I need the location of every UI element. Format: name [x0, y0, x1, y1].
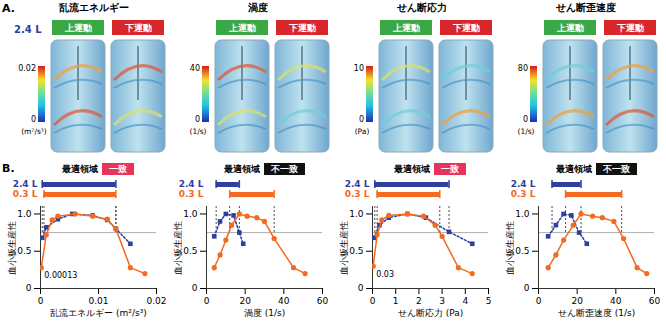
svg-text:60: 60 [649, 296, 661, 306]
svg-text:0: 0 [524, 283, 530, 293]
svg-text:(1/s): (1/s) [517, 127, 534, 136]
svg-text:2.4 L: 2.4 L [14, 24, 42, 35]
svg-text:0.3 L: 0.3 L [511, 189, 536, 199]
svg-text:3: 3 [439, 296, 445, 306]
svg-text:下運動: 下運動 [288, 23, 316, 33]
svg-text:血小板生産性: 血小板生産性 [339, 221, 349, 275]
svg-text:0.5: 0.5 [349, 246, 363, 256]
svg-text:5: 5 [486, 296, 492, 306]
html-text:B.: B. [2, 162, 15, 175]
svg-text:2.4 L: 2.4 L [179, 179, 204, 189]
html-text:最適領域: 最適領域 [62, 163, 98, 174]
svg-text:A.: A. [2, 2, 15, 15]
svg-text:乱流エネルギー: 乱流エネルギー [58, 2, 129, 13]
svg-text:上運動: 上運動 [64, 23, 92, 33]
svg-text:上運動: 上運動 [228, 23, 256, 33]
svg-text:60: 60 [317, 296, 329, 306]
svg-text:2.4 L: 2.4 L [13, 179, 38, 189]
svg-text:(Pa): (Pa) [355, 127, 370, 136]
html-text:最適領域: 最適領域 [394, 163, 430, 174]
svg-text:血小板生産性: 血小板生産性 [505, 221, 515, 275]
svg-text:(1/s): (1/s) [189, 127, 206, 136]
html-text:一致: 一致 [109, 164, 127, 174]
svg-text:0.5: 0.5 [515, 246, 529, 256]
svg-text:40: 40 [190, 64, 200, 73]
svg-text:0: 0 [26, 283, 32, 293]
svg-text:0.5: 0.5 [183, 246, 197, 256]
svg-text:0: 0 [38, 296, 44, 306]
svg-text:2.4 L: 2.4 L [345, 179, 370, 189]
svg-text:せん断応力 (Pa): せん断応力 (Pa) [398, 308, 463, 318]
svg-text:乱流エネルギー (m²/s³): 乱流エネルギー (m²/s³) [50, 308, 147, 318]
svg-text:1.0: 1.0 [515, 209, 530, 219]
svg-text:上運動: 上運動 [556, 23, 584, 33]
svg-text:0: 0 [204, 296, 210, 306]
svg-text:0.3 L: 0.3 L [179, 189, 204, 199]
svg-text:1.0: 1.0 [183, 209, 198, 219]
svg-text:80: 80 [518, 64, 528, 73]
svg-text:2: 2 [416, 296, 422, 306]
svg-text:せん断歪速度 (1/s): せん断歪速度 (1/s) [558, 308, 635, 318]
html-text:最適領域: 最適領域 [555, 163, 592, 174]
svg-text:0.5: 0.5 [17, 246, 31, 256]
svg-text:下運動: 下運動 [616, 23, 644, 33]
svg-text:0: 0 [192, 283, 198, 293]
svg-text:上運動: 上運動 [392, 23, 420, 33]
svg-text:10: 10 [354, 64, 364, 73]
svg-text:40: 40 [610, 296, 622, 306]
svg-text:4: 4 [462, 296, 468, 306]
svg-text:下運動: 下運動 [452, 23, 480, 33]
svg-text:0: 0 [359, 115, 364, 124]
html-text:不一致: 不一致 [270, 164, 298, 174]
svg-text:0.01: 0.01 [88, 296, 108, 306]
svg-text:0.02: 0.02 [18, 64, 36, 73]
svg-text:2.4 L: 2.4 L [511, 179, 536, 189]
svg-text:0: 0 [370, 296, 376, 306]
svg-text:1.0: 1.0 [17, 209, 32, 219]
svg-text:(m²/s³): (m²/s³) [21, 127, 47, 136]
html-text:不一致: 不一致 [602, 164, 630, 174]
svg-text:0: 0 [31, 115, 36, 124]
svg-text:0.3 L: 0.3 L [345, 189, 370, 199]
svg-text:0: 0 [536, 296, 542, 306]
svg-text:1.0: 1.0 [349, 209, 364, 219]
svg-text:血小板生産性: 血小板生産性 [173, 221, 183, 275]
svg-text:0.02: 0.02 [146, 296, 166, 306]
svg-text:0.03: 0.03 [376, 270, 394, 279]
svg-text:0: 0 [195, 115, 200, 124]
svg-text:0.00013: 0.00013 [44, 271, 77, 280]
svg-text:血小板生産性: 血小板生産性 [7, 221, 17, 275]
svg-text:0: 0 [523, 115, 528, 124]
svg-text:渦度: 渦度 [247, 2, 268, 13]
html-text:一致: 一致 [441, 164, 459, 174]
svg-text:0: 0 [358, 283, 364, 293]
svg-text:0.3 L: 0.3 L [13, 189, 38, 199]
svg-text:せん断歪速度: せん断歪速度 [555, 2, 616, 13]
svg-text:下運動: 下運動 [124, 23, 152, 33]
svg-text:20: 20 [571, 296, 583, 306]
svg-text:20: 20 [239, 296, 251, 306]
svg-text:40: 40 [278, 296, 290, 306]
svg-text:せん断応力: せん断応力 [396, 2, 447, 13]
html-text:最適領域: 最適領域 [223, 163, 260, 174]
svg-text:渦度 (1/s): 渦度 (1/s) [244, 308, 285, 318]
svg-text:1: 1 [393, 296, 399, 306]
